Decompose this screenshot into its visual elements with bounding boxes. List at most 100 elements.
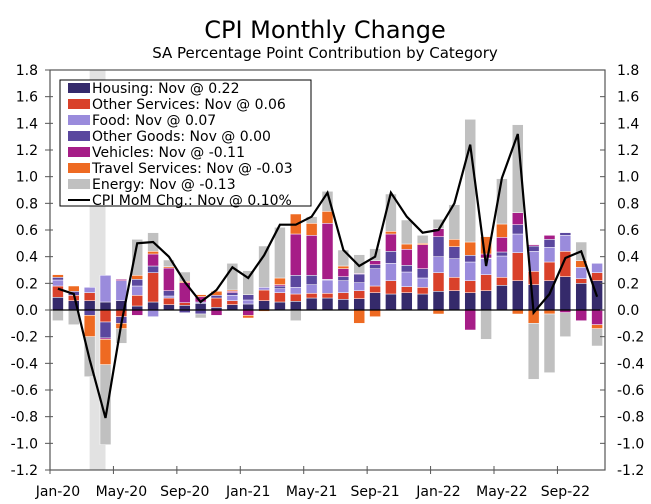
bar-other-services — [496, 277, 508, 286]
bar-other-services — [385, 280, 397, 295]
bar-housing — [226, 304, 239, 311]
bar-other-goods — [305, 275, 318, 285]
y-tick-label-right: -0.2 — [617, 330, 644, 346]
bar-other-services — [480, 274, 492, 291]
bar-other-goods — [369, 264, 381, 269]
bar-travel-services — [147, 251, 159, 255]
bar-other-goods — [242, 294, 254, 301]
bar-food — [258, 287, 270, 291]
cpi-mom-line — [57, 133, 599, 419]
bar-other-services — [353, 290, 365, 299]
bar-travel-services — [591, 324, 603, 329]
chart-subtitle: SA Percentage Point Contribution by Cate… — [152, 44, 498, 62]
bar-housing — [353, 298, 365, 311]
bar-vehicles — [416, 244, 429, 269]
bar-food — [226, 295, 239, 301]
bar-energy — [242, 270, 254, 295]
bar-other-services — [258, 289, 270, 301]
bar-food — [401, 271, 413, 287]
bar-housing — [99, 301, 112, 311]
bar-housing — [496, 285, 508, 311]
bar-housing — [559, 276, 572, 311]
bar-travel-services — [401, 243, 413, 250]
y-tick-label-left: -0.6 — [11, 383, 38, 399]
bar-vehicles — [163, 267, 175, 291]
y-tick-label-left: 0.6 — [16, 223, 38, 239]
bar-food — [432, 256, 445, 273]
x-tick-label: Sep-21 — [350, 484, 399, 500]
bar-other-services — [512, 252, 524, 281]
legend-box — [59, 79, 312, 207]
bar-vehicles — [496, 237, 508, 253]
bar-travel-services — [353, 309, 365, 324]
y-tick-label-right: 0.4 — [617, 250, 639, 266]
bar-food — [448, 258, 461, 278]
bar-housing — [147, 301, 159, 311]
y-tick-label-left: -0.8 — [11, 410, 38, 426]
bar-other-services — [115, 309, 128, 317]
bar-food — [99, 275, 112, 303]
bar-energy — [543, 313, 556, 373]
bar-travel-services — [242, 315, 254, 319]
bar-other-services — [147, 272, 159, 303]
bar-vehicles — [464, 309, 476, 331]
bar-travel-services — [464, 241, 476, 256]
legend-label: Vehicles: Nov @ -0.11 — [92, 145, 245, 161]
bar-other-services — [83, 292, 96, 301]
bar-housing — [337, 299, 350, 311]
bar-other-services — [575, 278, 587, 284]
y-tick-label-right: 1.4 — [617, 116, 639, 132]
bar-vehicles — [512, 212, 524, 225]
y-tick-label-left: 1.2 — [16, 143, 38, 159]
y-tick-label-left: 1.0 — [16, 170, 38, 186]
bar-other-goods — [210, 295, 223, 299]
bar-vehicles — [369, 260, 381, 265]
bar-travel-services — [321, 211, 334, 224]
y-tick-label-right: -0.4 — [617, 356, 644, 372]
bar-food — [163, 295, 175, 299]
axes-layer: 1.8 1.8 1.6 1.6 1.4 1.4 1.2 1.2 1.0 1.0 0.8 0.8 0.6 0… — [11, 63, 645, 500]
bar-other-goods — [99, 321, 112, 339]
bar-other-goods — [527, 245, 540, 252]
bar-energy — [99, 364, 112, 445]
bar-energy — [290, 309, 302, 321]
legend-label: Energy: Nov @ -0.13 — [92, 177, 236, 193]
bar-other-goods — [274, 285, 286, 289]
bar-food — [512, 233, 524, 253]
bar-food — [591, 263, 603, 273]
x-tick-label: Sep-20 — [160, 484, 209, 500]
legend-swatch — [68, 147, 90, 157]
bar-vehicles — [527, 244, 540, 247]
bar-travel-services — [369, 309, 381, 317]
bar-housing — [480, 290, 492, 311]
bar-other-services — [163, 297, 175, 305]
legend-label: Other Services: Nov @ 0.06 — [92, 97, 286, 113]
legend-label: Food: Nov @ 0.07 — [92, 113, 216, 129]
bar-food — [115, 280, 128, 301]
bar-housing — [305, 297, 318, 311]
bar-other-goods — [385, 251, 397, 264]
bar-housing — [448, 290, 461, 311]
bar-other-services — [432, 272, 445, 292]
y-tick-label-left: -0.2 — [11, 330, 38, 346]
legend-swatch — [68, 131, 90, 141]
bar-other-goods — [559, 232, 572, 236]
bars-layer — [52, 119, 603, 445]
y-tick-label-left: -1.0 — [11, 436, 38, 452]
bar-housing — [163, 304, 175, 311]
y-tick-label-left: 1.4 — [16, 116, 38, 132]
bar-vehicles — [210, 309, 223, 316]
bar-vehicles — [115, 279, 128, 281]
bar-food — [416, 277, 429, 288]
legend-label: Other Goods: Nov @ 0.00 — [92, 129, 271, 145]
bar-food — [496, 255, 508, 278]
bar-housing — [194, 303, 207, 311]
bar-travel-services — [131, 275, 143, 280]
bar-housing — [290, 301, 302, 311]
bar-housing — [401, 292, 413, 311]
cpi-line-layer — [57, 133, 599, 419]
bar-other-goods — [448, 246, 461, 259]
y-tick-label-right: -0.8 — [617, 410, 644, 426]
bar-food — [543, 247, 556, 263]
bar-energy — [559, 312, 572, 337]
